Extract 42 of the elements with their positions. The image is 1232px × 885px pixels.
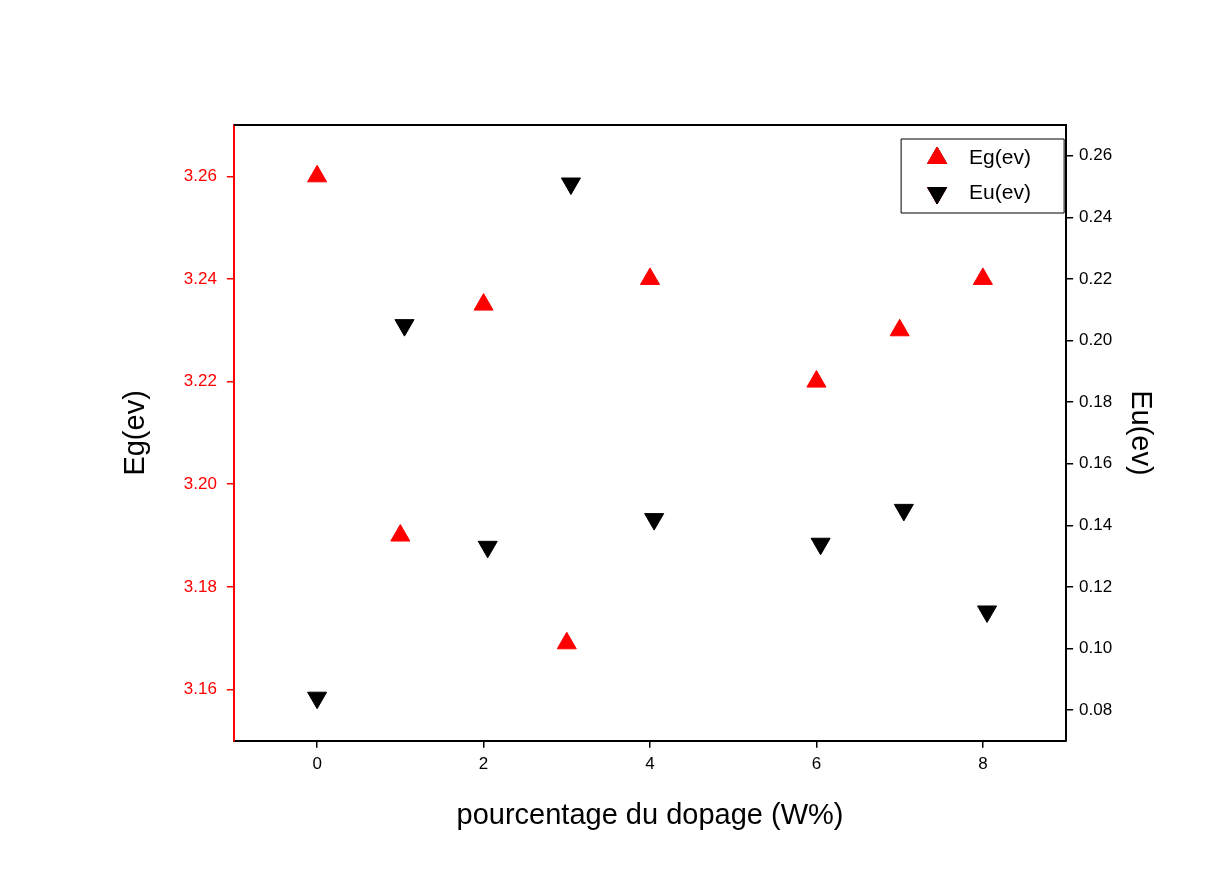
y2-tick-label: 0.16 — [1079, 453, 1113, 473]
x-axis-title: pourcentage du dopage (W%) — [456, 797, 844, 830]
legend-label: Eu(ev) — [969, 179, 1031, 203]
y-axis-title: Eg(ev) — [118, 390, 151, 476]
y2-tick-label: 0.22 — [1079, 268, 1113, 288]
y2-tick-label: 0.14 — [1079, 514, 1113, 534]
y2-tick-label: 0.26 — [1079, 145, 1113, 165]
legend-label: Eg(ev) — [969, 144, 1031, 168]
y2-axis-title: Eu(ev) — [1125, 390, 1158, 476]
point — [556, 631, 577, 650]
point — [972, 267, 993, 285]
y2-tick-label: 0.08 — [1079, 699, 1113, 719]
x-tick-label: 8 — [978, 753, 988, 773]
point — [394, 319, 415, 337]
y-tick-label: 3.16 — [183, 679, 217, 699]
point — [644, 513, 665, 531]
y-tick-label: 3.24 — [183, 268, 217, 288]
x-tick-label: 0 — [312, 753, 322, 773]
x-tick-label: 6 — [811, 753, 822, 773]
y2-tick-label: 0.12 — [1079, 576, 1113, 596]
y-tick-label: 3.26 — [183, 166, 217, 185]
x-tick-label: 4 — [645, 753, 655, 773]
y2-tick-label: 0.18 — [1079, 391, 1113, 411]
point — [390, 524, 411, 542]
point — [806, 370, 827, 388]
point — [477, 540, 498, 559]
point — [639, 267, 661, 285]
y-tick-label: 3.20 — [183, 473, 217, 493]
y-tick-label: 3.22 — [183, 371, 217, 391]
point — [893, 503, 914, 522]
point — [977, 605, 998, 623]
x-tick-label: 2 — [478, 753, 489, 773]
y-tick-label: 3.18 — [183, 576, 217, 596]
point — [307, 164, 328, 183]
point — [889, 318, 910, 337]
point — [473, 293, 494, 311]
point — [307, 691, 328, 710]
y2-tick-label: 0.20 — [1079, 330, 1113, 350]
point — [560, 177, 581, 195]
y2-tick-label: 0.10 — [1079, 638, 1113, 658]
point — [810, 537, 831, 556]
y2-tick-label: 0.24 — [1079, 207, 1113, 227]
